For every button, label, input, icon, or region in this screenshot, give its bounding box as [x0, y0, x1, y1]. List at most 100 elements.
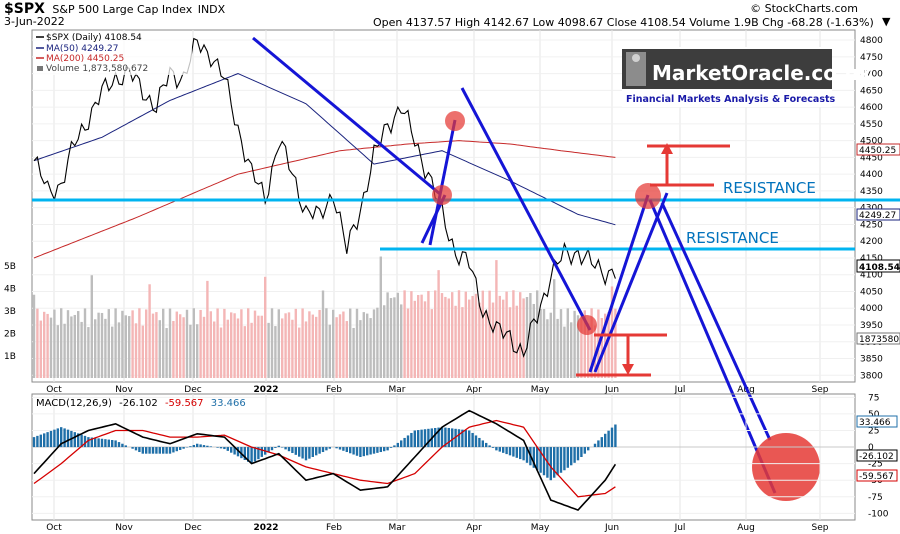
- volume-bar: [151, 313, 155, 378]
- month-label: Feb: [326, 523, 342, 533]
- macd-histogram-bar: [253, 447, 257, 462]
- macd-histogram-bar: [342, 447, 345, 451]
- header-symbol: $SPX: [4, 1, 45, 17]
- macd-histogram-bar: [209, 446, 212, 448]
- volume-bar: [393, 297, 396, 378]
- macd-tick-label: 0: [868, 443, 874, 453]
- volume-bar: [97, 312, 100, 378]
- volume-bar: [39, 320, 42, 378]
- macd-histogram-bar: [141, 447, 144, 454]
- macd-histogram-bar: [216, 447, 219, 448]
- volume-bar: [464, 291, 467, 378]
- volume-bar: [121, 310, 124, 378]
- macd-histogram-bar: [77, 433, 80, 448]
- volume-bar: [90, 275, 93, 378]
- macd-histogram-bar: [410, 432, 413, 448]
- volume-bar: [192, 308, 195, 378]
- macd-histogram-bar: [318, 447, 321, 454]
- volume-bar: [277, 309, 280, 378]
- macd-histogram-bar: [63, 428, 66, 448]
- volume-bar: [301, 308, 304, 378]
- volume-bar: [587, 323, 590, 378]
- macd-histogram-bar: [515, 447, 518, 458]
- volume-bar: [468, 299, 471, 378]
- volume-bar: [349, 308, 352, 378]
- price-tick-label: 4400: [860, 170, 883, 180]
- volume-bar: [536, 290, 539, 378]
- macd-histogram-bar: [471, 432, 474, 448]
- macd-histogram-bar: [597, 440, 600, 448]
- macd-histogram-bar: [457, 429, 461, 448]
- macd-histogram-bar: [389, 447, 393, 448]
- macd-histogram-bar: [505, 447, 508, 455]
- macd-legend-macd: -26.102: [119, 398, 158, 409]
- macd-histogram-bar: [243, 447, 246, 460]
- macd-histogram-bar: [117, 442, 121, 448]
- volume-bar: [369, 318, 372, 378]
- volume-bar: [294, 308, 297, 378]
- volume-bar: [240, 309, 243, 378]
- volume-bar: [420, 294, 423, 378]
- macd-hist-tag: [856, 415, 898, 428]
- macd-histogram-bar: [573, 447, 576, 463]
- macd-histogram-bar: [478, 437, 481, 448]
- volume-bar: [549, 312, 552, 378]
- trendline-decline-1: [252, 36, 441, 196]
- month-label: 2022: [253, 523, 278, 533]
- macd-histogram-bar: [406, 435, 410, 448]
- volume-bar: [573, 310, 576, 378]
- macd-histogram-bar: [199, 444, 202, 448]
- macd-line-tag-text: -26.102: [859, 452, 894, 462]
- target-marker-4: [635, 183, 661, 209]
- macd-histogram-bar: [427, 428, 430, 448]
- volume-bar: [43, 311, 46, 378]
- chart-header: $SPX S&P 500 Large Cap Index INDX © Stoc…: [4, 1, 891, 29]
- macd-histogram-bar: [53, 429, 56, 448]
- volume-bar: [372, 309, 376, 378]
- macd-histogram-bar: [451, 428, 454, 448]
- macd-histogram-bar: [383, 447, 386, 452]
- volume-bar: [219, 327, 223, 378]
- logo-statue-icon: [626, 52, 646, 86]
- month-label: Apr: [466, 385, 482, 395]
- macd-histogram-bar: [291, 447, 294, 454]
- volume-bar: [223, 308, 226, 378]
- volume-tick-label: 2B: [4, 330, 16, 340]
- macd-histogram-bar: [447, 427, 450, 448]
- volume-bar: [185, 309, 189, 378]
- volume-bar: [423, 301, 427, 378]
- macd-histogram-bar: [376, 447, 379, 453]
- volume-bar: [546, 319, 549, 378]
- volume-bar: [247, 308, 250, 378]
- month-label: Dec: [184, 385, 201, 395]
- header-name: S&P 500 Large Cap Index: [52, 3, 192, 16]
- macd-histogram-bar: [182, 447, 185, 449]
- volume-bar: [512, 290, 515, 378]
- volume-bar: [250, 322, 253, 378]
- volume-bar: [495, 260, 498, 378]
- macd-histogram-bar: [532, 447, 535, 468]
- volume-bar: [362, 312, 365, 378]
- macd-histogram-bar: [536, 447, 539, 471]
- macd-histogram-bar: [233, 447, 236, 455]
- macd-tick-label: -100: [868, 509, 889, 519]
- macd-histogram-bar: [46, 432, 49, 448]
- macd-histogram-bar: [600, 437, 603, 448]
- month-label: 2022: [253, 385, 278, 395]
- macd-histogram-bar: [328, 447, 331, 449]
- legend-ma50: MA(50) 4249.27: [46, 44, 118, 54]
- target-marker-2: [432, 185, 452, 205]
- volume-bar: [182, 317, 185, 378]
- macd-histogram-bar: [223, 447, 226, 450]
- month-label: Sep: [812, 385, 829, 395]
- macd-panel-frame: [31, 393, 856, 521]
- volume-bar: [53, 309, 56, 378]
- price-tick-label: 4150: [860, 254, 883, 264]
- volume-bar: [355, 308, 359, 378]
- ma50-value-tag-text: 4249.27: [859, 211, 896, 221]
- volume-bar: [352, 327, 355, 378]
- volume-bar: [257, 315, 260, 378]
- macd-histogram-bar: [270, 447, 274, 451]
- macd-tick-label: -25: [868, 460, 883, 470]
- volume-bar: [66, 310, 70, 378]
